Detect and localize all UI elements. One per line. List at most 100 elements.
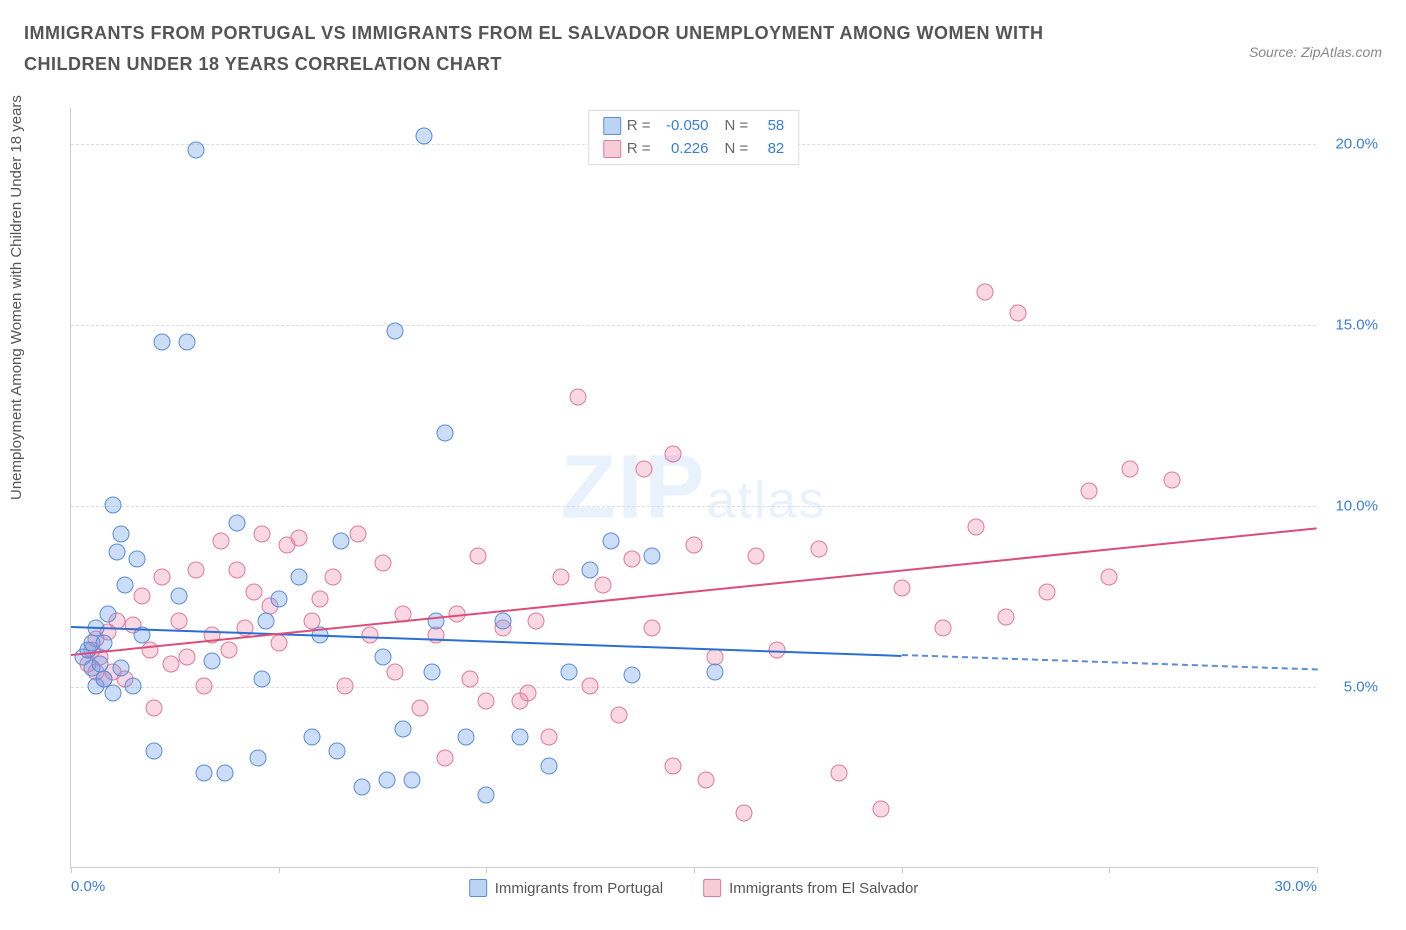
data-point <box>245 583 262 600</box>
data-point <box>582 678 599 695</box>
chart-source: Source: ZipAtlas.com <box>1249 44 1382 60</box>
data-point <box>511 728 528 745</box>
gridline <box>71 325 1316 326</box>
data-point <box>698 772 715 789</box>
data-point <box>179 649 196 666</box>
data-point <box>104 685 121 702</box>
data-point <box>187 142 204 159</box>
data-point <box>195 678 212 695</box>
trend-line <box>902 654 1317 670</box>
data-point <box>270 634 287 651</box>
data-point <box>582 562 599 579</box>
data-point <box>179 334 196 351</box>
data-point <box>324 569 341 586</box>
n-label: N = <box>725 138 749 161</box>
n-value-s1: 58 <box>754 115 784 138</box>
data-point <box>349 526 366 543</box>
data-point <box>872 801 889 818</box>
data-point <box>831 764 848 781</box>
x-tick <box>279 867 280 873</box>
data-point <box>291 569 308 586</box>
data-point <box>291 529 308 546</box>
r-value-s2: 0.226 <box>657 138 709 161</box>
watermark: ZIPatlas <box>561 436 827 539</box>
data-point <box>569 388 586 405</box>
data-point <box>195 764 212 781</box>
data-point <box>353 779 370 796</box>
x-tick-label: 0.0% <box>71 878 105 895</box>
r-label: R = <box>627 115 651 138</box>
data-point <box>395 721 412 738</box>
data-point <box>154 334 171 351</box>
data-point <box>528 612 545 629</box>
gridline <box>71 687 1316 688</box>
swatch-series1 <box>603 117 621 135</box>
data-point <box>810 540 827 557</box>
data-point <box>1163 471 1180 488</box>
data-point <box>116 576 133 593</box>
x-tick <box>486 867 487 873</box>
y-tick-label: 10.0% <box>1335 498 1378 515</box>
data-point <box>100 605 117 622</box>
data-point <box>428 627 445 644</box>
data-point <box>494 612 511 629</box>
r-value-s1: -0.050 <box>657 115 709 138</box>
data-point <box>270 591 287 608</box>
data-point <box>478 786 495 803</box>
data-point <box>328 743 345 760</box>
x-tick <box>1317 867 1318 873</box>
data-point <box>540 757 557 774</box>
y-axis-label: Unemployment Among Women with Children U… <box>8 95 25 500</box>
data-point <box>623 667 640 684</box>
n-label: N = <box>725 115 749 138</box>
data-point <box>125 678 142 695</box>
y-tick-label: 20.0% <box>1335 136 1378 153</box>
data-point <box>644 620 661 637</box>
swatch-series1 <box>469 879 487 897</box>
chart-header: IMMIGRANTS FROM PORTUGAL VS IMMIGRANTS F… <box>0 0 1406 87</box>
data-point <box>478 692 495 709</box>
data-point <box>424 663 441 680</box>
data-point <box>665 757 682 774</box>
x-tick-label: 30.0% <box>1274 878 1317 895</box>
data-point <box>129 551 146 568</box>
data-point <box>170 612 187 629</box>
data-point <box>204 652 221 669</box>
data-point <box>1101 569 1118 586</box>
data-point <box>1122 460 1139 477</box>
legend-row-series2: R = 0.226 N = 82 <box>603 138 785 161</box>
data-point <box>112 526 129 543</box>
r-label: R = <box>627 138 651 161</box>
data-point <box>636 460 653 477</box>
data-point <box>374 555 391 572</box>
legend-row-series1: R = -0.050 N = 58 <box>603 115 785 138</box>
data-point <box>470 547 487 564</box>
legend-item-s1: Immigrants from Portugal <box>469 879 663 897</box>
data-point <box>416 127 433 144</box>
series-legend: Immigrants from Portugal Immigrants from… <box>469 879 919 897</box>
data-point <box>428 612 445 629</box>
data-point <box>1080 482 1097 499</box>
data-point <box>229 562 246 579</box>
data-point <box>162 656 179 673</box>
data-point <box>411 699 428 716</box>
data-point <box>893 580 910 597</box>
data-point <box>1039 583 1056 600</box>
data-point <box>216 764 233 781</box>
legend-item-s2: Immigrants from El Salvador <box>703 879 918 897</box>
data-point <box>686 536 703 553</box>
y-tick-label: 5.0% <box>1344 679 1378 696</box>
data-point <box>220 641 237 658</box>
data-point <box>623 551 640 568</box>
gridline <box>71 506 1316 507</box>
data-point <box>303 728 320 745</box>
data-point <box>337 678 354 695</box>
chart-area: ZIPatlas R = -0.050 N = 58 R = 0.226 N =… <box>70 108 1380 868</box>
data-point <box>141 641 158 658</box>
data-point <box>96 634 113 651</box>
data-point <box>748 547 765 564</box>
legend-label-s2: Immigrants from El Salvador <box>729 880 918 897</box>
correlation-legend: R = -0.050 N = 58 R = 0.226 N = 82 <box>588 110 800 165</box>
data-point <box>386 323 403 340</box>
data-point <box>519 685 536 702</box>
